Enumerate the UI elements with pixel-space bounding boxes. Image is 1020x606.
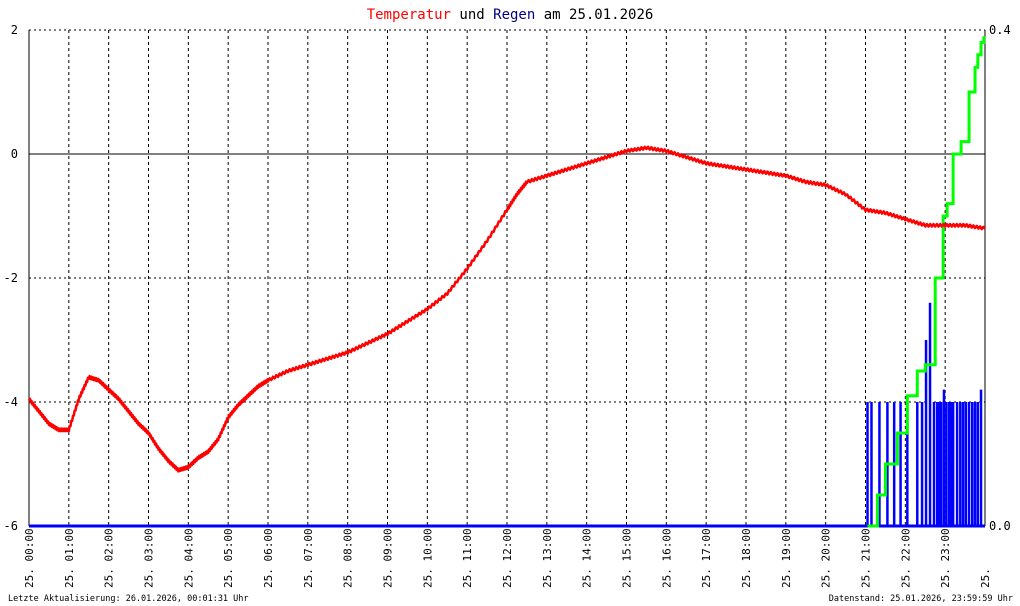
x-tick-label: 25. 02:00 (103, 528, 116, 588)
title-temperature: Temperatur (367, 7, 451, 23)
x-tick-label: 25. 22:00 (899, 528, 912, 588)
left-tick-label: -6 (4, 519, 18, 533)
x-tick-label: 25. 03:00 (143, 528, 156, 588)
right-tick-label: 0.0 (989, 519, 1011, 533)
right-tick-label: 0.4 (989, 23, 1011, 37)
grid (29, 29, 985, 526)
x-tick-label: 25. 21:00 (860, 528, 873, 588)
temperature-line (27, 145, 986, 473)
x-tick-label: 25. 09:00 (382, 528, 395, 588)
x-tick-label: 25. 19:00 (780, 528, 793, 588)
title-connector: und (451, 7, 493, 23)
left-tick-label: 0 (11, 147, 18, 161)
left-tick-label: -4 (4, 395, 18, 409)
x-tick-label: 25. 08:00 (342, 528, 355, 588)
x-tick-label: 25. 06:00 (262, 528, 275, 588)
left-tick-label: 2 (11, 23, 18, 37)
x-tick-label: 25. 07:00 (302, 528, 315, 588)
x-tick-label: 25. 23:00 (939, 528, 952, 588)
x-tick-label: 25. 17:00 (700, 528, 713, 588)
title-rain: Regen (493, 7, 535, 23)
footer-last-update: Letzte Aktualisierung: 26.01.2026, 00:01… (8, 594, 249, 604)
rain-series (29, 302, 985, 528)
rain-sum-series (867, 36, 986, 528)
title-date: am 25.01.2026 (535, 7, 653, 23)
x-tick-label: 25. 18:00 (740, 528, 753, 588)
rain-sum-line (867, 36, 986, 528)
x-tick-label: 25. 15:00 (621, 528, 634, 588)
footer-data-state: Datenstand: 25.01.2026, 23:59:59 Uhr (829, 594, 1013, 604)
x-tick-label: 25. (979, 568, 992, 588)
x-tick-label: 25. 16:00 (660, 528, 673, 588)
left-tick-label: -2 (4, 271, 18, 285)
x-tick-label: 25. 10:00 (421, 528, 434, 588)
x-tick-label: 25. 01:00 (63, 528, 76, 588)
tick-labels: 2 0 -2 -4 -6 0.4 0.0 25. 00:00 25. 01:00 25. 02:0… (4, 23, 1011, 588)
x-tick-label: 25. 00:00 (23, 528, 36, 588)
x-tick-label: 25. 13:00 (541, 528, 554, 588)
x-tick-label: 25. 20:00 (820, 528, 833, 588)
x-tick-label: 25. 12:00 (501, 528, 514, 588)
x-tick-label: 25. 05:00 (222, 528, 235, 588)
temperature-series (27, 145, 986, 473)
x-tick-label: 25. 11:00 (461, 528, 474, 588)
chart-title: Temperatur und Regen am 25.01.2026 (367, 7, 654, 23)
x-tick-label: 25. 14:00 (581, 528, 594, 588)
x-tick-label: 25. 04:00 (182, 528, 195, 588)
